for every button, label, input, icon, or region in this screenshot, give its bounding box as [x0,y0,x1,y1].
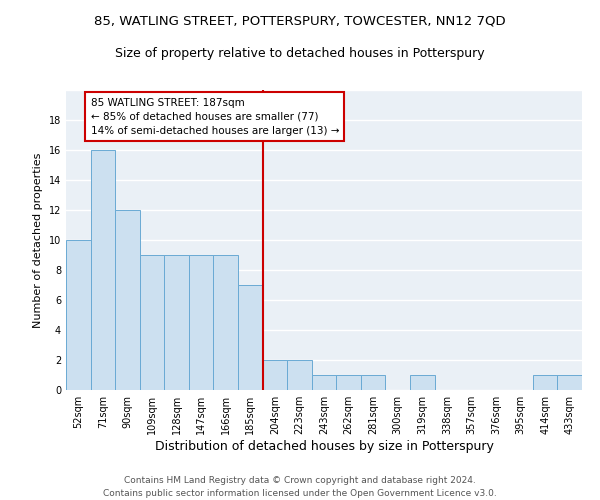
Text: Contains HM Land Registry data © Crown copyright and database right 2024.
Contai: Contains HM Land Registry data © Crown c… [103,476,497,498]
Bar [140,255,164,390]
Bar [189,255,214,390]
Bar [533,375,557,390]
Bar [115,210,140,390]
Bar [336,375,361,390]
Text: 85, WATLING STREET, POTTERSPURY, TOWCESTER, NN12 7QD: 85, WATLING STREET, POTTERSPURY, TOWCEST… [94,15,506,28]
Bar [263,360,287,390]
Bar [214,255,238,390]
X-axis label: Distribution of detached houses by size in Potterspury: Distribution of detached houses by size … [155,440,493,453]
Bar [287,360,312,390]
Bar [361,375,385,390]
Bar [238,285,263,390]
Text: Size of property relative to detached houses in Potterspury: Size of property relative to detached ho… [115,48,485,60]
Bar [312,375,336,390]
Bar [66,240,91,390]
Bar [557,375,582,390]
Y-axis label: Number of detached properties: Number of detached properties [33,152,43,328]
Text: 85 WATLING STREET: 187sqm
← 85% of detached houses are smaller (77)
14% of semi-: 85 WATLING STREET: 187sqm ← 85% of detac… [91,98,339,136]
Bar [410,375,434,390]
Bar [164,255,189,390]
Bar [91,150,115,390]
